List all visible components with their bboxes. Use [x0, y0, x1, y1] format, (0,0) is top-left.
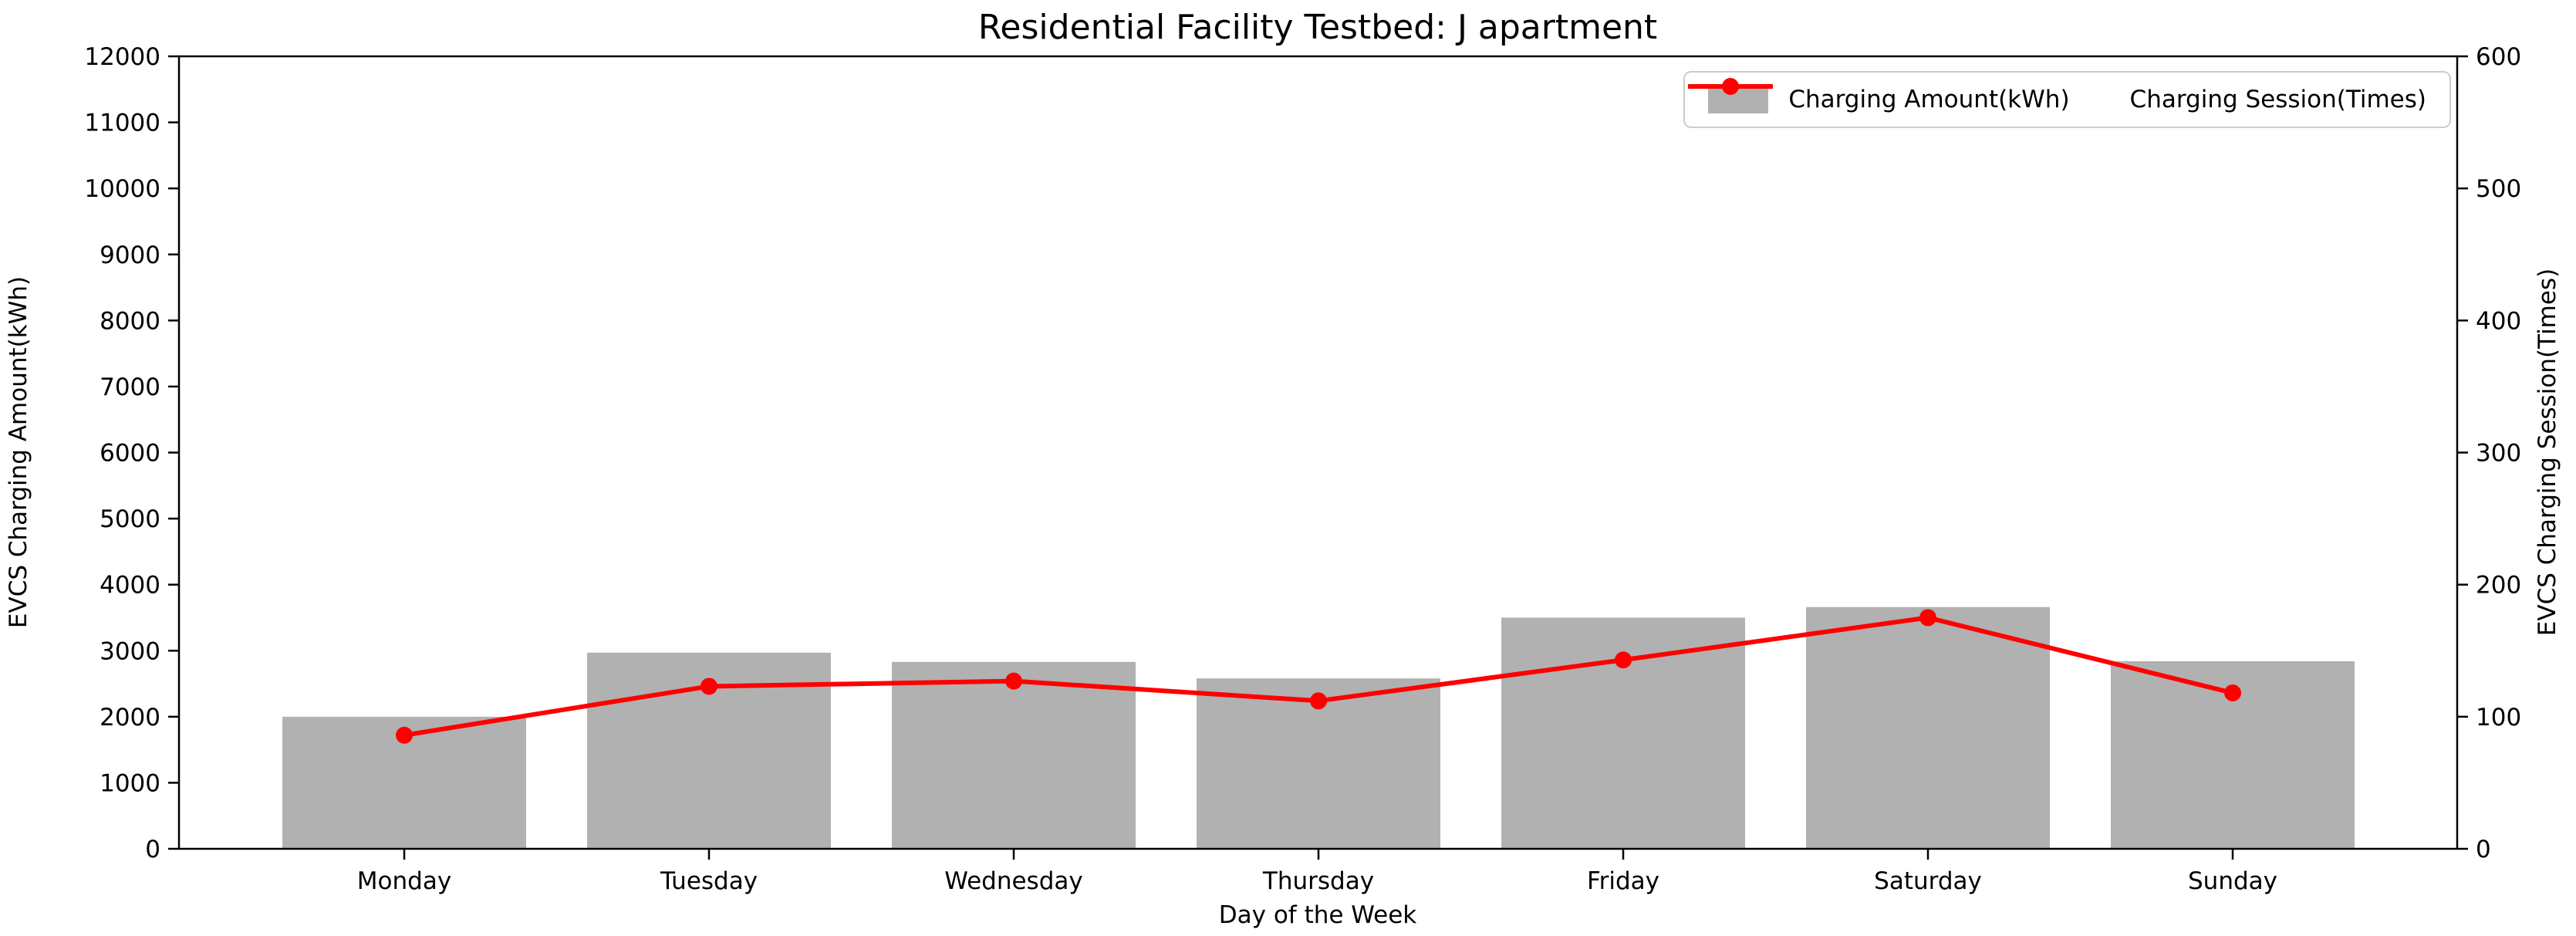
y-axis-left-tick-label: 12000: [84, 43, 160, 71]
y-axis-right-label: EVCS Charging Session(Times): [2534, 269, 2561, 636]
y-axis-right-tick-label: 500: [2476, 175, 2521, 203]
bar-wednesday: [892, 661, 1136, 849]
legend-session-label: Charging Session(Times): [2129, 86, 2426, 113]
y-axis-left-tick-label: 9000: [100, 242, 160, 269]
session-marker-sunday: [2224, 684, 2241, 702]
session-marker-friday: [1615, 651, 1632, 669]
y-axis-left-tick-label: 8000: [100, 307, 160, 335]
legend-amount-label: Charging Amount(kWh): [1788, 86, 2070, 113]
y-axis-left-tick-label: 2000: [100, 704, 160, 732]
axes-group: 0100020003000400050006000700080009000100…: [84, 43, 2521, 895]
x-axis-tick-label-monday: Monday: [357, 867, 451, 895]
y-axis-left-tick-label: 4000: [100, 572, 160, 600]
bars-group: [282, 607, 2355, 849]
session-marker-tuesday: [701, 678, 717, 695]
y-axis-left-tick-label: 11000: [84, 110, 160, 137]
x-axis-tick-label-friday: Friday: [1587, 867, 1659, 895]
x-axis-tick-label-wednesday: Wednesday: [944, 867, 1082, 895]
y-axis-right-tick-label: 300: [2476, 440, 2521, 468]
session-marker-saturday: [1919, 609, 1936, 627]
bar-saturday: [1806, 607, 2050, 849]
y-axis-left-tick-label: 3000: [100, 637, 160, 665]
legend-session-line-icon: [1688, 78, 1774, 95]
line-group: [396, 609, 2241, 744]
legend-amount-swatch: [1708, 86, 1769, 113]
session-marker-monday: [396, 726, 413, 744]
y-axis-left-tick-label: 7000: [100, 373, 160, 401]
y-axis-left-label: EVCS Charging Amount(kWh): [5, 276, 32, 628]
session-marker-wednesday: [1005, 672, 1022, 690]
y-axis-right-tick-label: 600: [2476, 43, 2521, 71]
legend-item-charging-session: Charging Session(Times): [1688, 78, 2426, 113]
y-axis-left-tick-label: 1000: [100, 769, 160, 797]
x-axis-tick-label-thursday: Thursday: [1262, 867, 1374, 895]
y-axis-right-tick-label: 400: [2476, 307, 2521, 335]
x-axis-label: Day of the Week: [1219, 901, 1417, 929]
x-axis-tick-label-sunday: Sunday: [2188, 867, 2277, 895]
session-marker-thursday: [1310, 692, 1327, 710]
y-axis-right-tick-label: 0: [2476, 836, 2491, 863]
y-axis-right-tick-label: 100: [2476, 704, 2521, 732]
chart-title: Residential Facility Testbed: J apartmen…: [978, 8, 1657, 47]
y-axis-left-tick-label: 10000: [84, 175, 160, 203]
x-axis-tick-label-saturday: Saturday: [1874, 867, 1982, 895]
x-axis-tick-label-tuesday: Tuesday: [660, 867, 758, 895]
legend-item-charging-amount: Charging Amount(kWh): [1708, 86, 2070, 113]
legend: Charging Amount(kWh) Charging Session(Ti…: [1683, 71, 2451, 128]
y-axis-left-tick-label: 6000: [100, 440, 160, 468]
y-axis-left-tick-label: 5000: [100, 505, 160, 533]
y-axis-left-tick-label: 0: [145, 836, 160, 863]
y-axis-right-tick-label: 200: [2476, 572, 2521, 600]
